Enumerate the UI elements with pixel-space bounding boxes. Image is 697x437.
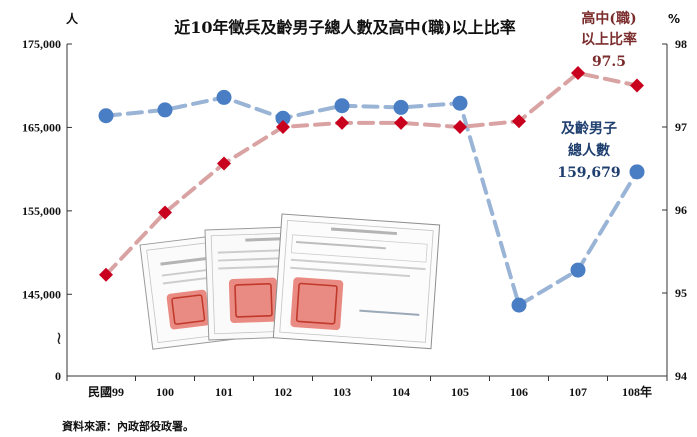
rate-point [512,114,526,129]
total-line [104,95,639,309]
right-tick-label: 95 [675,286,687,300]
left-tick-label: 165,000 [22,120,61,134]
right-tick-label: 98 [675,37,687,51]
total-point [511,297,527,313]
rate-annotation: 高中(職) 以上比率 97.5 [581,10,637,70]
total-point [452,95,468,111]
axis-break-symbol: ≀ [56,328,63,349]
x-tick-label: 102 [274,385,292,399]
x-tick-label: 101 [215,385,233,399]
x-axis-ticks: 民國99 100 101 102 103 104 105 106 107 108年 [66,376,668,399]
rate-point [630,78,644,93]
total-annotation-line-2: 總人數 [568,142,610,159]
left-tick-label: 175,000 [22,37,61,51]
total-point [157,102,173,118]
x-tick-label: 106 [510,385,528,399]
x-tick-label: 107 [569,385,587,399]
total-point [334,98,350,114]
rate-annotation-value: 97.5 [592,54,626,70]
total-annotation-line-1: 及齡男子 [561,120,617,137]
total-annotation-value: 159,679 [557,165,620,181]
x-tick-label: 104 [392,385,410,399]
x-tick-label: 103 [333,385,351,399]
left-tick-label: 0 [55,369,61,383]
total-point [629,164,645,180]
rate-point [217,156,231,171]
right-tick-label: 94 [675,369,687,383]
x-tick-label: 100 [156,385,174,399]
rate-point [394,115,408,130]
left-tick-label: 145,000 [22,287,61,301]
x-tick-label: 民國99 [88,385,124,399]
source-note: 資料來源：內政部役政署。 [62,420,194,433]
total-point [393,99,409,115]
left-tick-label: 155,000 [22,204,61,218]
series-markers [98,66,645,313]
rate-point [571,66,585,81]
rate-line [104,70,639,277]
x-tick-label: 105 [451,385,469,399]
left-axis-ticks: 175,000 165,000 155,000 145,000 0 [22,37,72,383]
left-axis-unit: 人 [66,11,79,26]
rate-annotation-line-2: 以上比率 [581,31,637,48]
rate-point [99,267,113,282]
total-point [275,110,291,126]
right-tick-label: 96 [675,203,687,217]
rate-annotation-line-1: 高中(職) [581,10,636,27]
rate-point [453,120,467,134]
series-lines [104,70,639,309]
total-point [98,108,114,124]
chart-title: 近10年徵兵及齡男子總人數及高中(職)以上比率 [174,18,515,37]
axes: ≀ [56,44,668,377]
total-annotation: 及齡男子 總人數 159,679 [557,120,620,181]
rate-point [158,205,172,220]
right-axis-ticks: 98 97 96 95 94 [662,37,687,383]
total-point [570,262,586,278]
total-point [216,89,232,105]
rate-point [335,115,349,130]
right-tick-label: 97 [675,120,687,134]
right-axis-unit: % [668,12,680,26]
rate-point [276,120,290,134]
certificate-illustration [139,213,441,350]
x-tick-label: 108年 [622,384,652,399]
